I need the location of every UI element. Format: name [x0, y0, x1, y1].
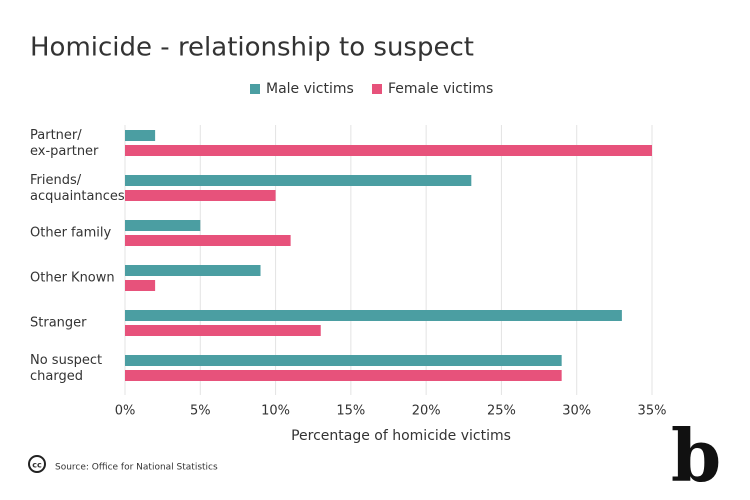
legend-label: Female victims: [388, 81, 493, 97]
legend-swatch: [372, 84, 382, 94]
y-tick-label: Other family: [30, 226, 111, 241]
y-tick-label: Stranger: [30, 316, 87, 331]
bar: [125, 145, 652, 156]
x-tick-label: 35%: [638, 404, 667, 419]
cc-icon: [28, 455, 46, 473]
x-tick-label: 15%: [336, 404, 365, 419]
chart-title: Homicide - relationship to suspect: [30, 33, 474, 63]
bar: [125, 265, 261, 276]
y-tick-label: Other Known: [30, 271, 115, 286]
y-tick-label: Friends/acquaintances: [30, 173, 125, 204]
x-axis-label: Percentage of homicide victims: [291, 428, 511, 444]
bar: [125, 220, 201, 231]
bar: [125, 235, 291, 246]
bar: [125, 355, 562, 366]
y-tick-label: No suspect charged: [30, 353, 102, 384]
y-tick-label: Partner/ex-partner: [30, 128, 99, 159]
x-tick-label: 25%: [487, 404, 516, 419]
bar: [125, 130, 156, 141]
logo: b: [671, 413, 721, 498]
x-tick-label: 30%: [562, 404, 591, 419]
bar: [125, 310, 622, 321]
source: Source: Office for National Statistics: [55, 463, 218, 473]
bar: [125, 190, 276, 201]
x-tick-label: 20%: [412, 404, 441, 419]
bar: [125, 370, 562, 381]
legend-swatch: [250, 84, 260, 94]
bar: [125, 325, 321, 336]
x-tick-label: 0%: [115, 404, 136, 419]
bar: [125, 175, 472, 186]
bar: [125, 280, 156, 291]
x-tick-label: 5%: [190, 404, 211, 419]
legend-label: Male victims: [266, 81, 354, 97]
x-tick-label: 10%: [261, 404, 290, 419]
cc-text: cc: [32, 461, 42, 470]
